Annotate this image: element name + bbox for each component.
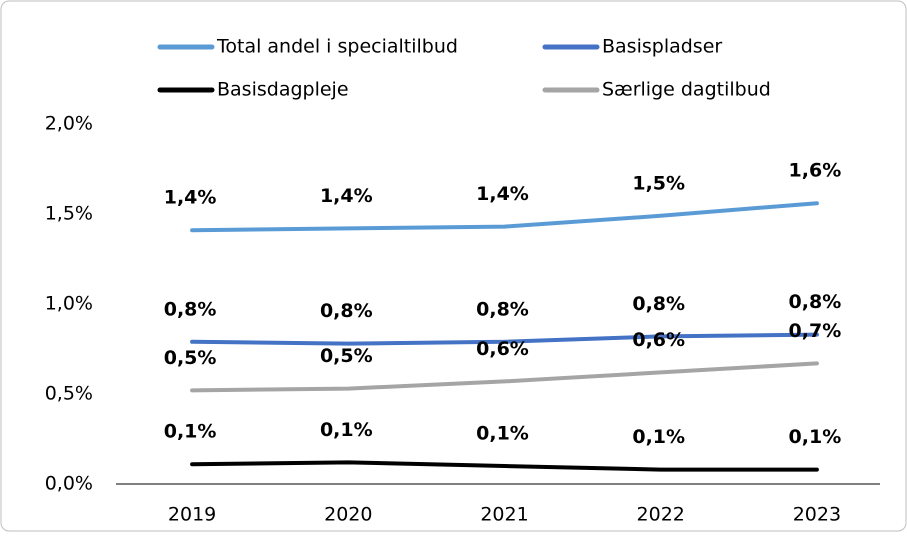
data-label: 0,8%: [632, 293, 685, 315]
series-line: [190, 201, 819, 233]
series-line: [190, 460, 819, 472]
y-tick-label: 1,0%: [45, 293, 93, 315]
data-label: 1,6%: [789, 160, 842, 182]
data-label: 1,4%: [320, 185, 373, 207]
x-tick-label: 2021: [480, 504, 528, 526]
data-label: 0,8%: [164, 298, 217, 320]
x-tick-label: 2023: [793, 504, 841, 526]
data-label: 1,5%: [632, 172, 685, 194]
data-label: 0,8%: [320, 300, 373, 322]
data-label: 0,6%: [632, 329, 685, 351]
y-tick-label: 0,5%: [45, 383, 93, 405]
legend-label: Særlige dagtilbud: [602, 79, 771, 101]
data-label: 0,5%: [164, 347, 217, 369]
x-tick-label: 2020: [324, 504, 372, 526]
legend-label: Basisdagpleje: [217, 79, 349, 101]
data-label: 0,1%: [789, 426, 842, 448]
data-label: 0,1%: [164, 421, 217, 443]
data-label: 0,6%: [476, 338, 529, 360]
data-label: 1,4%: [476, 183, 529, 205]
data-label: 0,8%: [789, 291, 842, 313]
legend-label: Total andel i specialtilbud: [216, 36, 458, 58]
data-label: 0,1%: [476, 423, 529, 445]
data-label: 0,7%: [789, 320, 842, 342]
data-label: 0,5%: [320, 345, 373, 367]
data-label: 0,1%: [320, 419, 373, 441]
x-tick-label: 2019: [168, 504, 216, 526]
data-label: 1,4%: [164, 187, 217, 209]
legend-label: Basispladser: [602, 36, 722, 58]
x-tick-label: 2022: [637, 504, 685, 526]
data-label: 0,8%: [476, 298, 529, 320]
series-line: [190, 332, 819, 346]
series-line: [190, 361, 819, 393]
data-label: 0,1%: [632, 426, 685, 448]
y-tick-label: 2,0%: [45, 113, 93, 135]
y-tick-label: 0,0%: [45, 473, 93, 495]
y-tick-label: 1,5%: [45, 203, 93, 225]
